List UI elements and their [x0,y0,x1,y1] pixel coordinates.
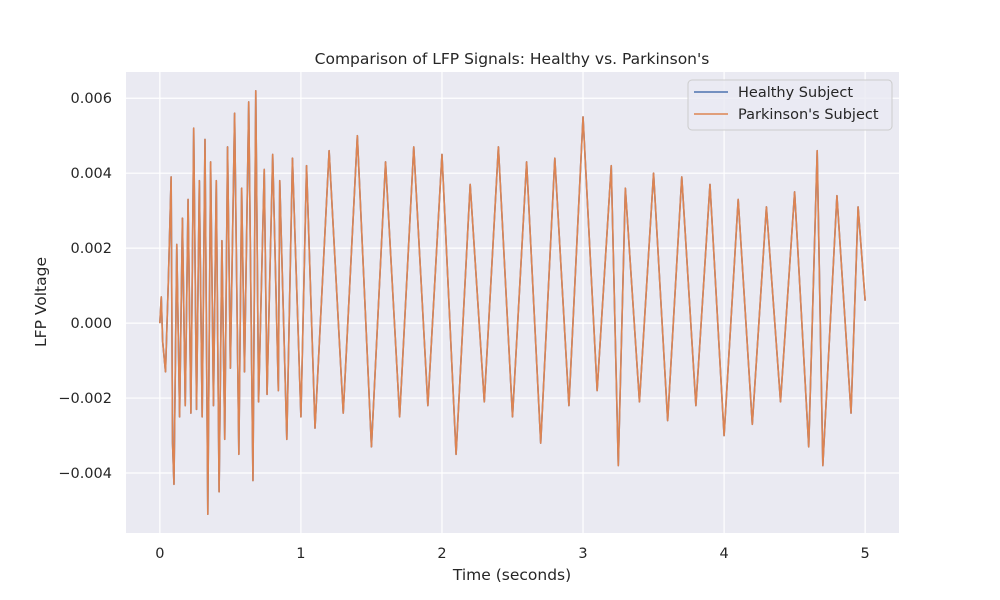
y-tick-label: 0.000 [70,316,112,332]
x-tick-label: 2 [437,546,446,562]
x-tick-label: 0 [155,546,164,562]
y-axis-label: LFP Voltage [32,257,50,347]
legend-label-parkinsons: Parkinson's Subject [738,107,879,123]
y-tick-label: 0.002 [70,241,112,257]
legend: Healthy Subject Parkinson's Subject [687,79,893,131]
tick-labels: 0 1 2 3 4 5 −0.004 −0.002 0.000 0.002 0.004 0.006 [58,91,869,562]
plot-area [126,72,899,533]
y-tick-label: 0.006 [70,91,112,107]
legend-label-healthy: Healthy Subject [738,85,853,101]
x-tick-label: 5 [861,546,870,562]
x-tick-label: 3 [578,546,587,562]
y-tick-label: 0.004 [70,166,112,182]
y-tick-label: −0.002 [58,391,112,407]
x-tick-label: 1 [296,546,305,562]
series-line-parkinsons [159,89,866,516]
x-tick-label: 4 [719,546,728,562]
legend-box [687,79,893,131]
chart-title: Comparison of LFP Signals: Healthy vs. P… [315,50,710,68]
series-lines [159,89,866,516]
x-axis-label: Time (seconds) [452,566,571,584]
y-tick-label: −0.004 [58,466,112,482]
